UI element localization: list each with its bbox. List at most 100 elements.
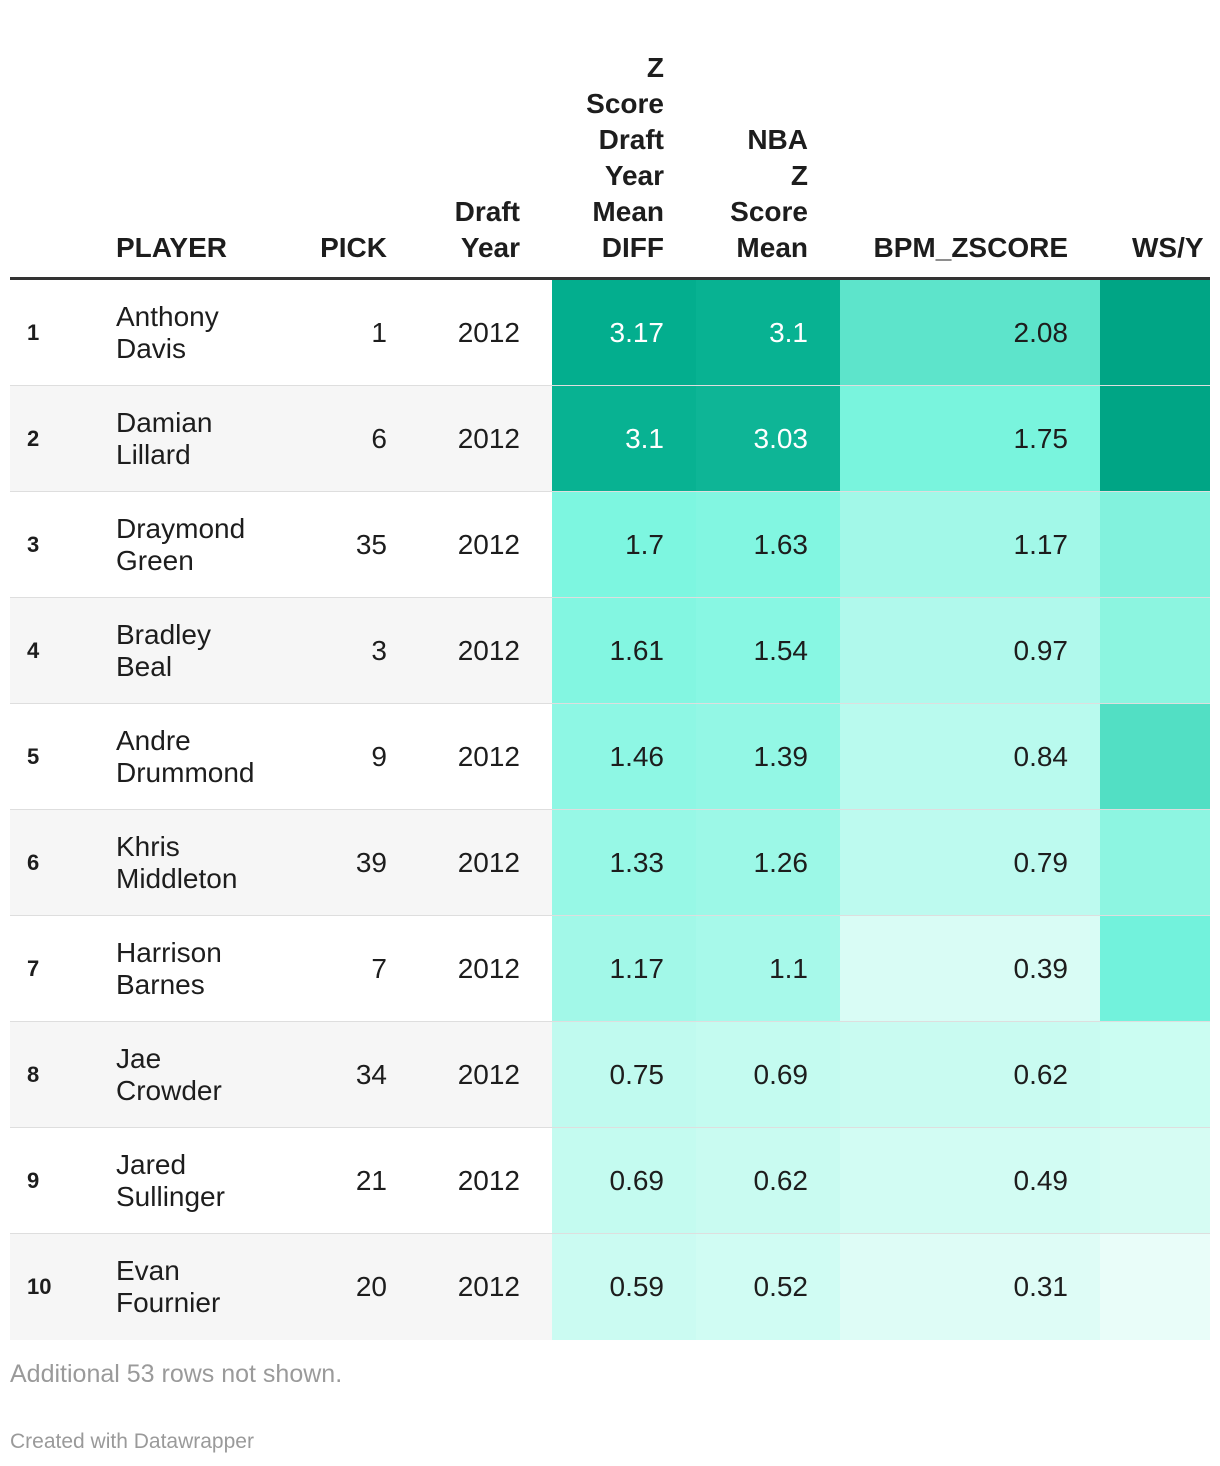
header-word: Draft xyxy=(598,124,664,155)
cell-draft-year: 2012 xyxy=(457,953,520,984)
table-row: 0.69 0.62 0.49 9 Jared Sullinger 21 2012 xyxy=(10,1128,1210,1234)
player-name-part: Drummond xyxy=(116,757,255,788)
heat-cell-bpm xyxy=(840,916,1100,1022)
heat-cell-nba-z xyxy=(696,1234,840,1340)
table-row: 1.61 1.54 0.97 4 Bradley Beal 3 2012 xyxy=(10,598,1210,704)
heat-cell-bpm xyxy=(840,280,1100,386)
cell-nba-z: 3.1 xyxy=(769,317,808,348)
cell-bpm: 0.97 xyxy=(1013,635,1069,666)
header-word: PICK xyxy=(320,232,387,263)
cell-z-diff: 3.17 xyxy=(609,317,665,348)
player-name-part: Green xyxy=(116,545,194,576)
heat-cell-z-diff xyxy=(552,280,696,386)
heat-cell-nba-z xyxy=(696,810,840,916)
cell-z-diff: 3.1 xyxy=(625,423,664,454)
cell-pick: 1 xyxy=(371,317,387,348)
heat-cell-ws-y xyxy=(1100,280,1210,386)
cell-bpm: 0.62 xyxy=(1013,1059,1069,1090)
heat-cell-z-diff xyxy=(552,1234,696,1340)
cell-pick: 9 xyxy=(371,741,387,772)
cell-pick: 35 xyxy=(355,529,387,560)
cell-player: Damian Lillard xyxy=(116,386,306,492)
cell-nba-z: 0.62 xyxy=(753,1165,809,1196)
player-name-part: Davis xyxy=(116,333,187,364)
player-name-part: Harrison xyxy=(116,937,222,968)
heat-cell-z-diff xyxy=(552,916,696,1022)
heat-cell-ws-y xyxy=(1100,810,1210,916)
heat-cell-nba-z xyxy=(696,704,840,810)
table-row: 0.59 0.52 0.31 10 Evan Fournier 20 2012 xyxy=(10,1234,1210,1340)
cell-rank: 1 xyxy=(27,320,40,345)
player-name-part: Sullinger xyxy=(116,1181,225,1212)
cell-pick: 20 xyxy=(355,1271,387,1302)
heat-cell-bpm xyxy=(840,1128,1100,1234)
heat-cell-z-diff xyxy=(552,492,696,598)
cell-nba-z: 1.1 xyxy=(769,953,808,984)
row-divider xyxy=(10,385,1210,386)
player-name-part: Damian xyxy=(116,407,213,438)
heat-cell-ws-y xyxy=(1100,1234,1210,1340)
cell-draft-year: 2012 xyxy=(457,529,520,560)
cell-rank: 8 xyxy=(27,1062,40,1087)
cell-player: Khris Middleton xyxy=(116,810,306,916)
heat-cell-bpm xyxy=(840,1234,1100,1340)
header-word: Mean xyxy=(592,196,664,227)
cell-z-diff: 1.33 xyxy=(609,847,665,878)
heat-cell-z-diff xyxy=(552,1128,696,1234)
header-word: Score xyxy=(586,88,664,119)
header-z-score-diff: Z Score Draft Year Mean DIFF xyxy=(552,44,664,266)
header-word: Z xyxy=(646,52,664,83)
row-divider xyxy=(10,1021,1210,1022)
row-divider xyxy=(10,597,1210,598)
heat-cell-z-diff xyxy=(552,1022,696,1128)
cell-nba-z: 1.63 xyxy=(753,529,809,560)
row-divider xyxy=(10,703,1210,704)
heat-cell-ws-y xyxy=(1100,1022,1210,1128)
heat-cell-ws-y xyxy=(1100,1128,1210,1234)
cell-rank: 7 xyxy=(27,956,40,981)
cell-bpm: 0.84 xyxy=(1013,741,1069,772)
cell-draft-year: 2012 xyxy=(457,423,520,454)
cell-player: Evan Fournier xyxy=(116,1234,306,1340)
header-divider xyxy=(10,277,1210,280)
cell-player: Bradley Beal xyxy=(116,598,306,704)
heat-cell-ws-y xyxy=(1100,598,1210,704)
heat-cell-bpm xyxy=(840,1022,1100,1128)
cell-nba-z: 3.03 xyxy=(753,423,809,454)
player-name-part: Anthony xyxy=(116,301,219,332)
player-name-part: Jared xyxy=(116,1149,187,1180)
cell-draft-year: 2012 xyxy=(457,635,520,666)
cell-rank: 5 xyxy=(27,744,40,769)
heat-cell-z-diff xyxy=(552,704,696,810)
cell-draft-year: 2012 xyxy=(457,741,520,772)
cell-draft-year: 2012 xyxy=(457,847,520,878)
cell-z-diff: 1.61 xyxy=(609,635,665,666)
cell-z-diff: 0.75 xyxy=(609,1059,665,1090)
player-name-part: Lillard xyxy=(116,439,191,470)
cell-pick: 6 xyxy=(371,423,387,454)
cell-draft-year: 2012 xyxy=(457,1165,520,1196)
cell-pick: 7 xyxy=(371,953,387,984)
header-word: Year xyxy=(604,160,664,191)
player-name-part: Crowder xyxy=(116,1075,222,1106)
cell-nba-z: 1.39 xyxy=(753,741,809,772)
header-word: Year xyxy=(460,232,520,263)
cell-z-diff: 1.46 xyxy=(609,741,665,772)
cell-pick: 39 xyxy=(355,847,387,878)
header-draft-year: Draft Year xyxy=(387,44,520,266)
table-row: 1.17 1.1 0.39 7 Harrison Barnes 7 2012 xyxy=(10,916,1210,1022)
cell-bpm: 2.08 xyxy=(1013,317,1069,348)
cell-rank: 4 xyxy=(27,638,40,663)
heat-cell-nba-z xyxy=(696,280,840,386)
heat-cell-z-diff xyxy=(552,598,696,704)
credit-link[interactable]: Created with Datawrapper xyxy=(10,1430,254,1453)
heat-cell-ws-y xyxy=(1100,704,1210,810)
player-name-part: Middleton xyxy=(116,863,238,894)
header-word: Draft xyxy=(454,196,520,227)
header-word: Z xyxy=(790,160,808,191)
cell-rank: 2 xyxy=(27,426,40,451)
cell-bpm: 0.79 xyxy=(1013,847,1069,878)
cell-pick: 21 xyxy=(355,1165,387,1196)
header-bpm-zscore: BPM_ZSCORE xyxy=(840,44,1068,266)
cell-player: Anthony Davis xyxy=(116,280,306,386)
